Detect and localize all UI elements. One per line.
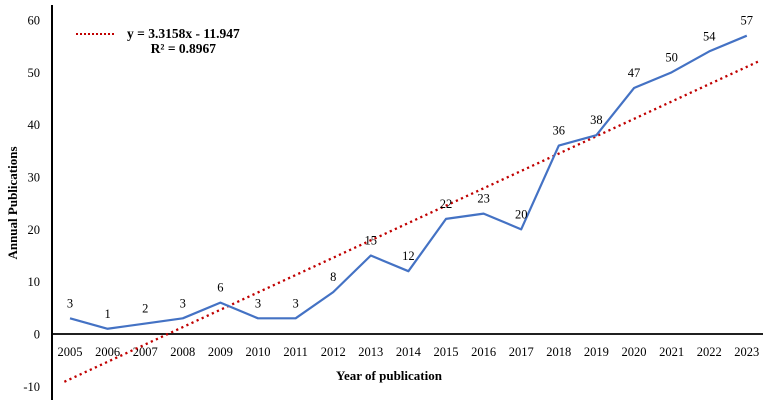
data-point-label: 3 — [292, 296, 298, 310]
trendline-equation: y = 3.3158x - 11.947 — [127, 26, 240, 41]
data-point-label: 1 — [104, 307, 110, 321]
y-tick-label: -10 — [23, 380, 40, 394]
data-point-label: 8 — [330, 270, 336, 284]
data-point-label: 20 — [515, 207, 528, 221]
x-tick-label: 2006 — [95, 345, 120, 359]
x-tick-label: 2013 — [358, 345, 383, 359]
x-tick-label: 2022 — [697, 345, 722, 359]
x-tick-label: 2007 — [133, 345, 158, 359]
trendline-sample-icon — [76, 33, 114, 35]
x-tick-label: 2014 — [396, 345, 422, 359]
data-point-label: 3 — [255, 296, 261, 310]
data-point-label: 2 — [142, 302, 148, 316]
data-point-label: 54 — [703, 29, 716, 43]
y-tick-label: 30 — [28, 171, 41, 185]
data-point-label: 23 — [477, 192, 490, 206]
x-tick-label: 2017 — [509, 345, 534, 359]
trend-line — [63, 59, 761, 383]
x-tick-label: 2018 — [546, 345, 571, 359]
x-tick-label: 2005 — [58, 345, 83, 359]
data-point-label: 3 — [67, 296, 73, 310]
y-axis-title: Annual Publications — [5, 146, 20, 260]
data-point-label: 50 — [665, 50, 678, 64]
x-tick-label: 2015 — [434, 345, 459, 359]
x-tick-label: 2008 — [170, 345, 195, 359]
x-axis-title: Year of publication — [336, 368, 442, 383]
y-tick-label: 0 — [34, 328, 40, 342]
x-tick-label: 2011 — [283, 345, 308, 359]
y-tick-label: 20 — [28, 223, 41, 237]
data-point-label: 47 — [628, 66, 641, 80]
data-point-label: 15 — [365, 234, 378, 248]
data-point-label: 3 — [180, 296, 186, 310]
publications-line — [69, 34, 748, 330]
y-tick-label: 50 — [28, 66, 41, 80]
data-point-label: 57 — [741, 14, 754, 28]
x-tick-label: 2021 — [659, 345, 684, 359]
x-tick-label: 2010 — [246, 345, 271, 359]
x-tick-label: 2023 — [734, 345, 759, 359]
data-point-label: 12 — [402, 249, 415, 263]
data-point-label: 22 — [440, 197, 453, 211]
trendline-r-squared: R² = 0.8967 — [150, 41, 217, 56]
trendline-legend: y = 3.3158x - 11.947 R² = 0.8967 — [76, 26, 240, 56]
data-point-label: 36 — [553, 124, 566, 138]
x-tick-label: 2009 — [208, 345, 233, 359]
data-point-label: 6 — [217, 281, 223, 295]
x-tick-label: 2012 — [321, 345, 346, 359]
data-point-label: 38 — [590, 113, 603, 127]
trendline-legend-text: y = 3.3158x - 11.947 R² = 0.8967 — [127, 26, 240, 56]
x-tick-label: 2020 — [622, 345, 647, 359]
x-tick-label: 2019 — [584, 345, 609, 359]
x-tick-label: 2016 — [471, 345, 496, 359]
y-tick-label: 10 — [28, 275, 41, 289]
y-tick-label: 60 — [28, 14, 41, 28]
y-tick-label: 40 — [28, 118, 41, 132]
